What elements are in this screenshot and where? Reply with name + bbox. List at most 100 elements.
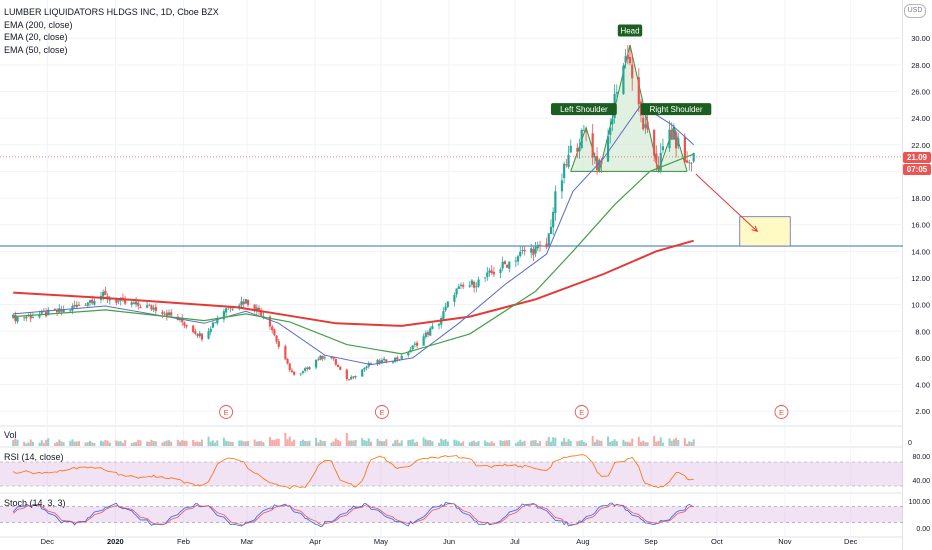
volume-bar bbox=[683, 438, 686, 446]
candle-body bbox=[207, 331, 210, 339]
candle-body bbox=[600, 160, 603, 164]
candle-body bbox=[455, 288, 458, 295]
volume-bar bbox=[185, 440, 188, 446]
candle-body bbox=[38, 314, 41, 318]
candle bbox=[369, 362, 373, 364]
candle-body bbox=[257, 307, 261, 312]
candle bbox=[93, 298, 96, 306]
volume-bar bbox=[547, 436, 550, 446]
candle-body bbox=[336, 364, 340, 367]
candle bbox=[108, 295, 111, 305]
volume-bar bbox=[194, 441, 197, 446]
candle bbox=[284, 344, 287, 360]
volume-bar bbox=[499, 440, 502, 446]
candle bbox=[345, 368, 348, 382]
candle-body bbox=[646, 121, 649, 130]
volume-bar bbox=[216, 440, 219, 446]
candle-body bbox=[231, 308, 234, 310]
volume-bar bbox=[677, 439, 680, 446]
volume-bar bbox=[438, 442, 441, 446]
candle-body bbox=[117, 300, 120, 302]
volume-bar bbox=[192, 439, 195, 446]
rsi-pane-label: RSI (14, close) bbox=[4, 452, 64, 462]
candle-body bbox=[609, 127, 612, 135]
volume-bar bbox=[427, 440, 430, 446]
candle bbox=[308, 366, 311, 370]
candle bbox=[484, 276, 487, 282]
candle bbox=[655, 145, 658, 171]
candle-body bbox=[567, 154, 570, 167]
legend-ema-20[interactable]: EMA (20, close) bbox=[4, 32, 68, 42]
legend-ema-200[interactable]: EMA (200, close) bbox=[4, 19, 73, 30]
volume-bar bbox=[181, 440, 184, 446]
candle bbox=[134, 296, 138, 308]
candle bbox=[501, 256, 504, 272]
candle bbox=[363, 367, 366, 373]
candle-body bbox=[477, 279, 480, 287]
candle bbox=[637, 68, 640, 112]
candle bbox=[242, 298, 245, 308]
countdown-badge: 07:05 bbox=[903, 164, 931, 175]
earnings-marker[interactable]: E bbox=[574, 405, 589, 419]
y-tick-label: 24.00 bbox=[911, 114, 930, 123]
volume-bar bbox=[644, 442, 647, 446]
candle-body bbox=[514, 260, 517, 262]
candle bbox=[609, 118, 612, 144]
earnings-marker[interactable]: E bbox=[219, 405, 234, 419]
candle bbox=[582, 124, 586, 132]
candle bbox=[165, 309, 168, 321]
candle-body bbox=[293, 371, 296, 375]
candle bbox=[154, 303, 157, 315]
volume-bar bbox=[231, 441, 234, 446]
volume-bar bbox=[299, 441, 302, 446]
stoch-pane bbox=[0, 502, 903, 528]
candle bbox=[286, 358, 289, 365]
candle bbox=[394, 356, 397, 363]
candle-body bbox=[152, 307, 155, 310]
volume-bar bbox=[104, 440, 107, 446]
volume-bar bbox=[14, 438, 17, 446]
candle-body bbox=[569, 145, 572, 153]
candle bbox=[415, 340, 419, 349]
currency-badge[interactable]: USD bbox=[904, 4, 926, 18]
legend-ema-50[interactable]: EMA (50, close) bbox=[4, 44, 68, 55]
candle bbox=[183, 321, 186, 329]
volume-bar bbox=[247, 440, 250, 446]
candle-body bbox=[93, 301, 96, 305]
candle bbox=[60, 305, 63, 316]
candle-body bbox=[145, 305, 149, 308]
candle bbox=[88, 299, 92, 307]
volume-bar bbox=[585, 443, 588, 446]
candle-body bbox=[130, 302, 133, 305]
volume-bar bbox=[253, 439, 256, 446]
candle bbox=[563, 161, 566, 184]
candle-body bbox=[350, 376, 353, 380]
candle bbox=[413, 341, 416, 348]
rsi-pane bbox=[0, 454, 903, 490]
candle bbox=[453, 292, 456, 307]
volume-bar bbox=[47, 438, 50, 446]
candle bbox=[319, 355, 322, 361]
candle bbox=[530, 243, 533, 259]
volume-bar bbox=[275, 438, 278, 446]
earnings-marker[interactable]: E bbox=[774, 405, 789, 419]
candle-body bbox=[183, 322, 186, 326]
candle-body bbox=[224, 308, 228, 313]
volume-bar bbox=[315, 437, 318, 446]
candle-body bbox=[422, 336, 425, 346]
candle bbox=[499, 267, 502, 279]
candle-body bbox=[576, 147, 579, 152]
volume-bar bbox=[659, 437, 662, 446]
candle bbox=[376, 358, 379, 366]
earnings-marker[interactable]: E bbox=[375, 405, 389, 419]
candle bbox=[626, 45, 629, 65]
candle-body bbox=[75, 304, 78, 307]
volume-bar bbox=[53, 443, 56, 446]
volume-bar bbox=[209, 441, 212, 446]
candle-body bbox=[431, 326, 434, 329]
volume-bar bbox=[367, 438, 370, 446]
candle-body bbox=[185, 325, 188, 327]
candle-body bbox=[211, 322, 215, 328]
candle-body bbox=[672, 129, 676, 140]
